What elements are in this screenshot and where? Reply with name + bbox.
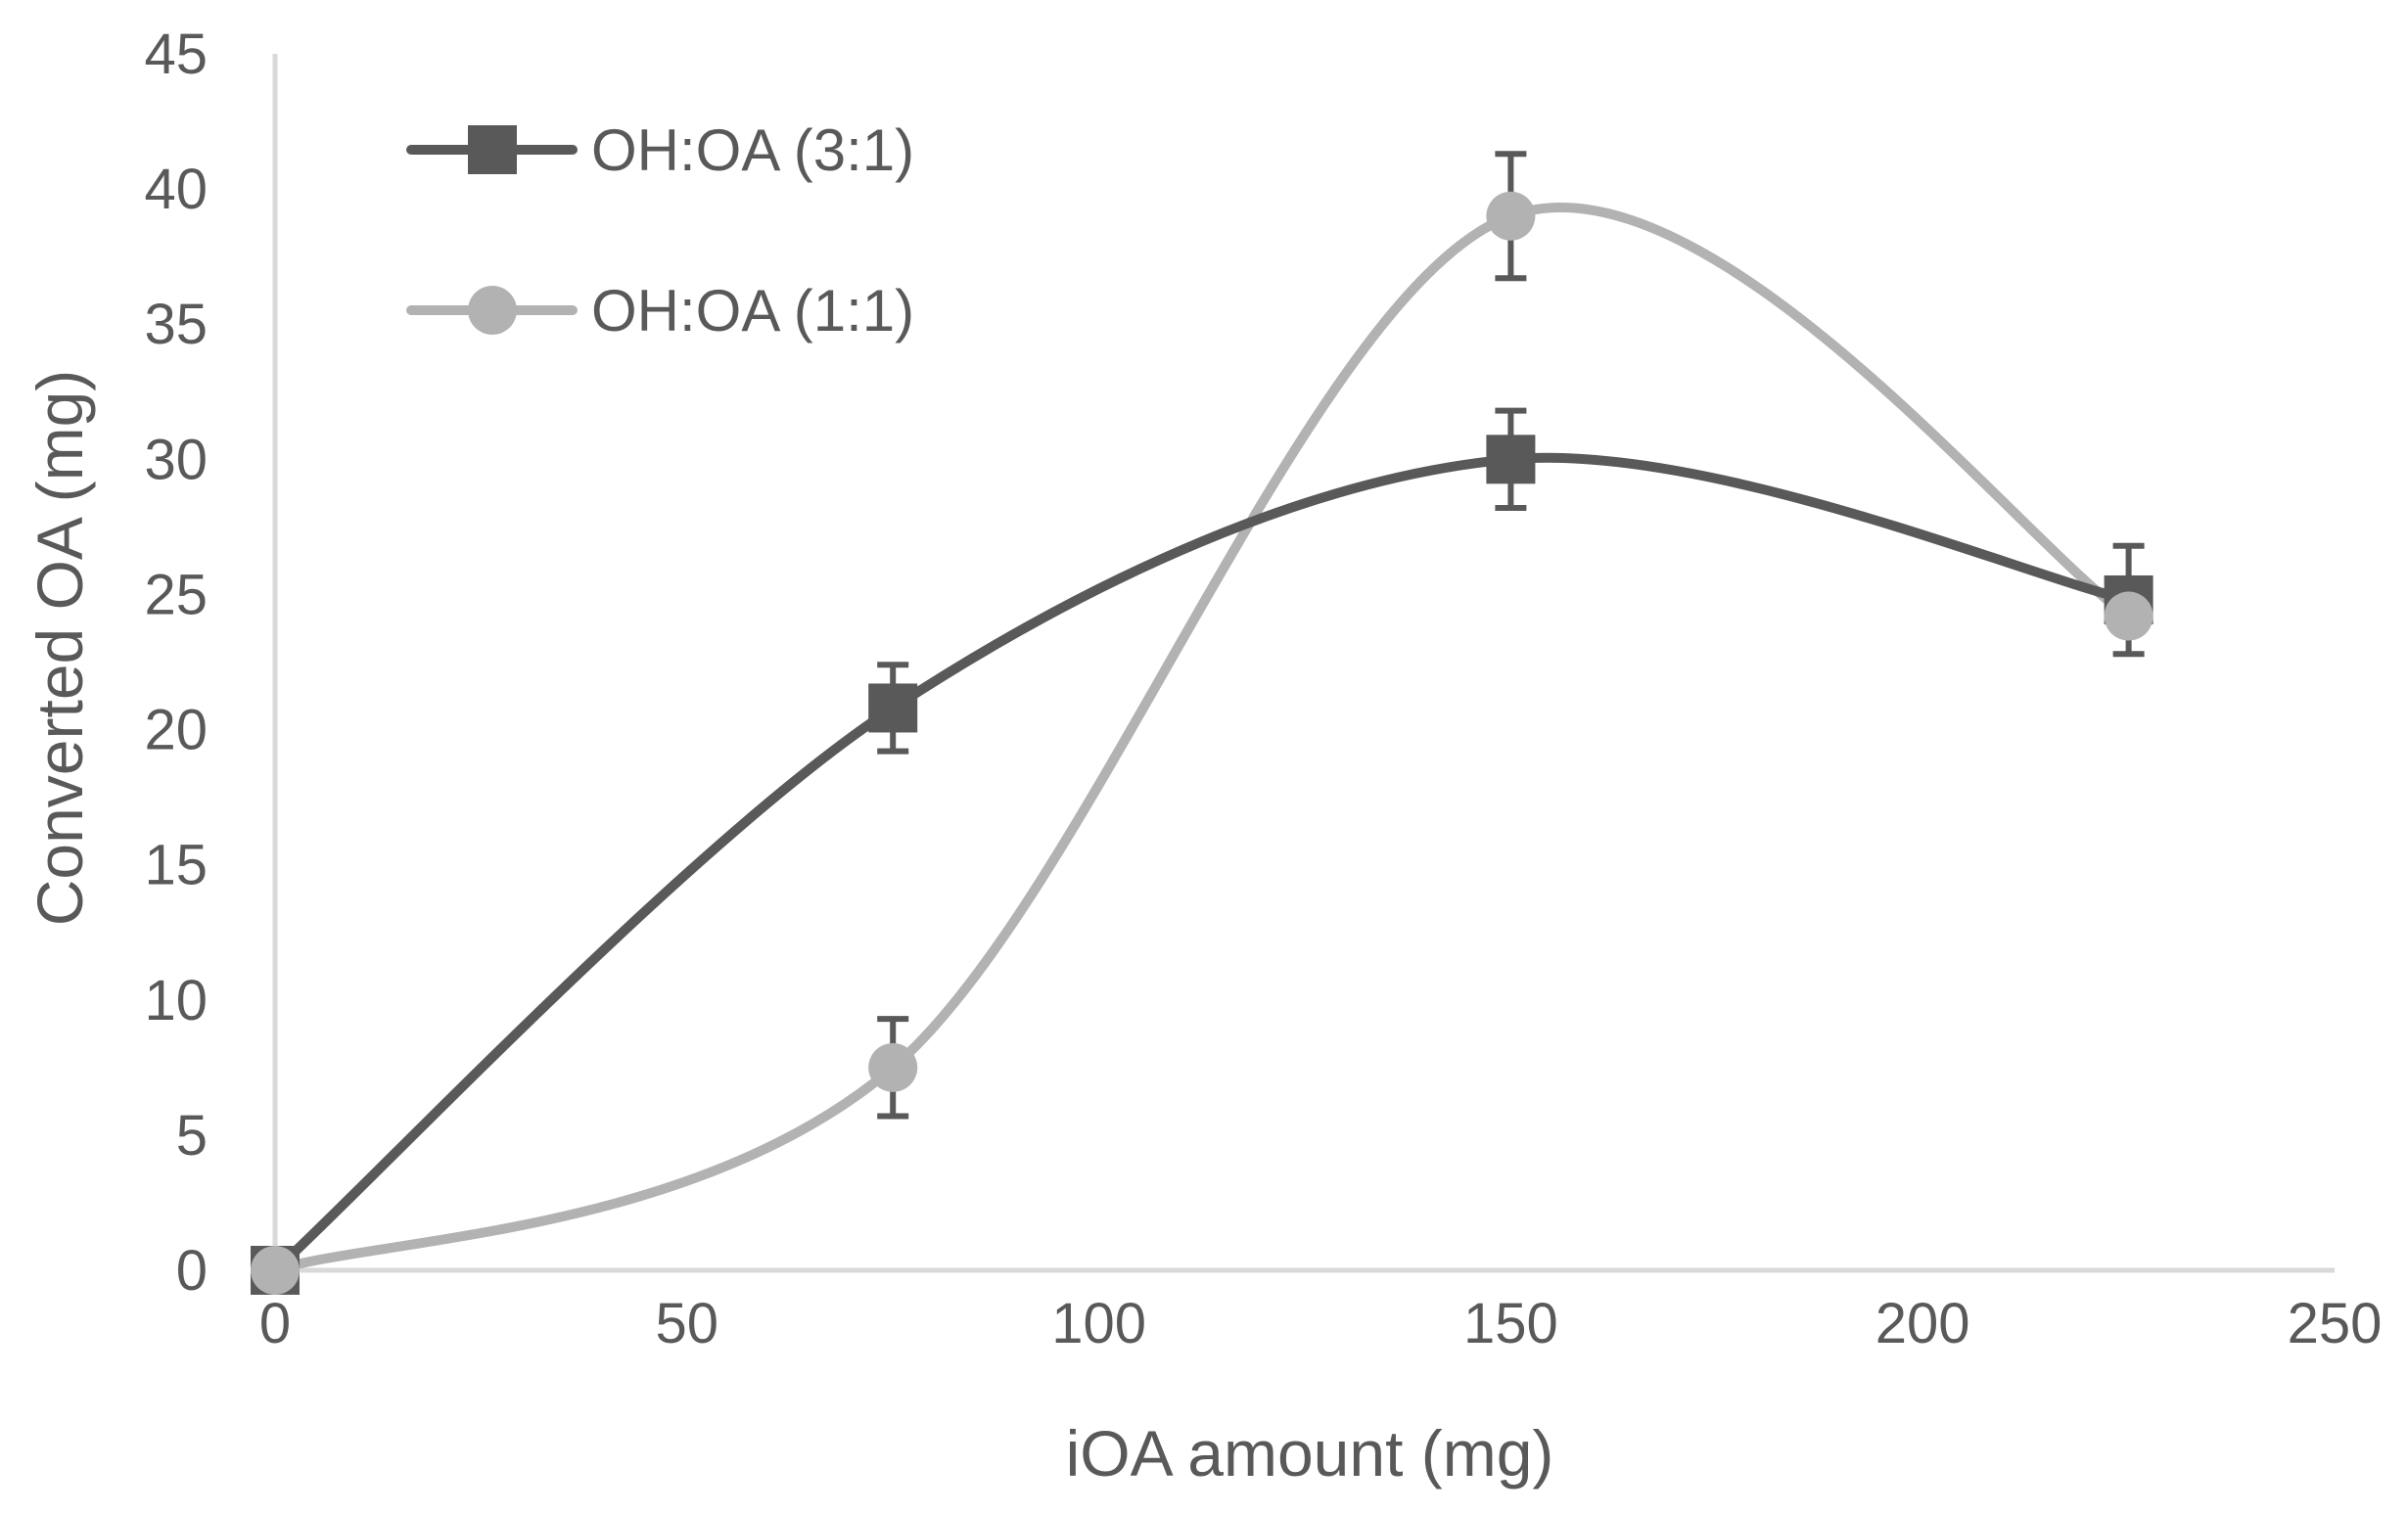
y-tick-label: 30 [144, 428, 208, 491]
plot-area [251, 151, 2153, 1295]
y-tick-label: 20 [144, 699, 208, 762]
x-tick-label: 250 [2288, 1292, 2383, 1355]
x-tick-labels: 0 50 100 150 200 250 [259, 1292, 2383, 1355]
y-tick-labels: 0 5 10 15 20 25 30 35 40 45 [144, 23, 208, 1303]
y-tick-label: 0 [176, 1239, 208, 1303]
data-point [868, 683, 918, 733]
data-point [868, 1042, 918, 1092]
y-tick-label: 10 [144, 969, 208, 1032]
x-axis-title: iOA amount (mg) [1066, 1417, 1554, 1490]
y-tick-label: 25 [144, 563, 208, 626]
x-tick-label: 0 [259, 1292, 291, 1355]
x-tick-label: 150 [1463, 1292, 1558, 1355]
data-point [1486, 435, 1536, 484]
legend-marker [468, 125, 517, 174]
x-tick-label: 50 [656, 1292, 719, 1355]
axes [272, 54, 2335, 1273]
legend: OH:OA (3:1) OH:OA (1:1) [406, 117, 914, 344]
y-tick-label: 45 [144, 23, 208, 86]
y-tick-label: 15 [144, 834, 208, 897]
series-line [270, 203, 2134, 1275]
data-point [1486, 191, 1536, 241]
legend-marker [468, 286, 517, 335]
series-line [270, 452, 2134, 1275]
x-tick-label: 200 [1875, 1292, 1970, 1355]
legend-label: OH:OA (1:1) [591, 278, 914, 344]
y-tick-label: 35 [144, 293, 208, 356]
y-tick-label: 40 [144, 158, 208, 221]
legend-label: OH:OA (3:1) [591, 117, 914, 183]
x-tick-label: 100 [1051, 1292, 1146, 1355]
y-tick-label: 5 [176, 1104, 208, 1168]
data-point [251, 1246, 300, 1295]
data-point [2104, 591, 2153, 641]
y-axis-title: Converted OA (mg) [23, 370, 96, 927]
